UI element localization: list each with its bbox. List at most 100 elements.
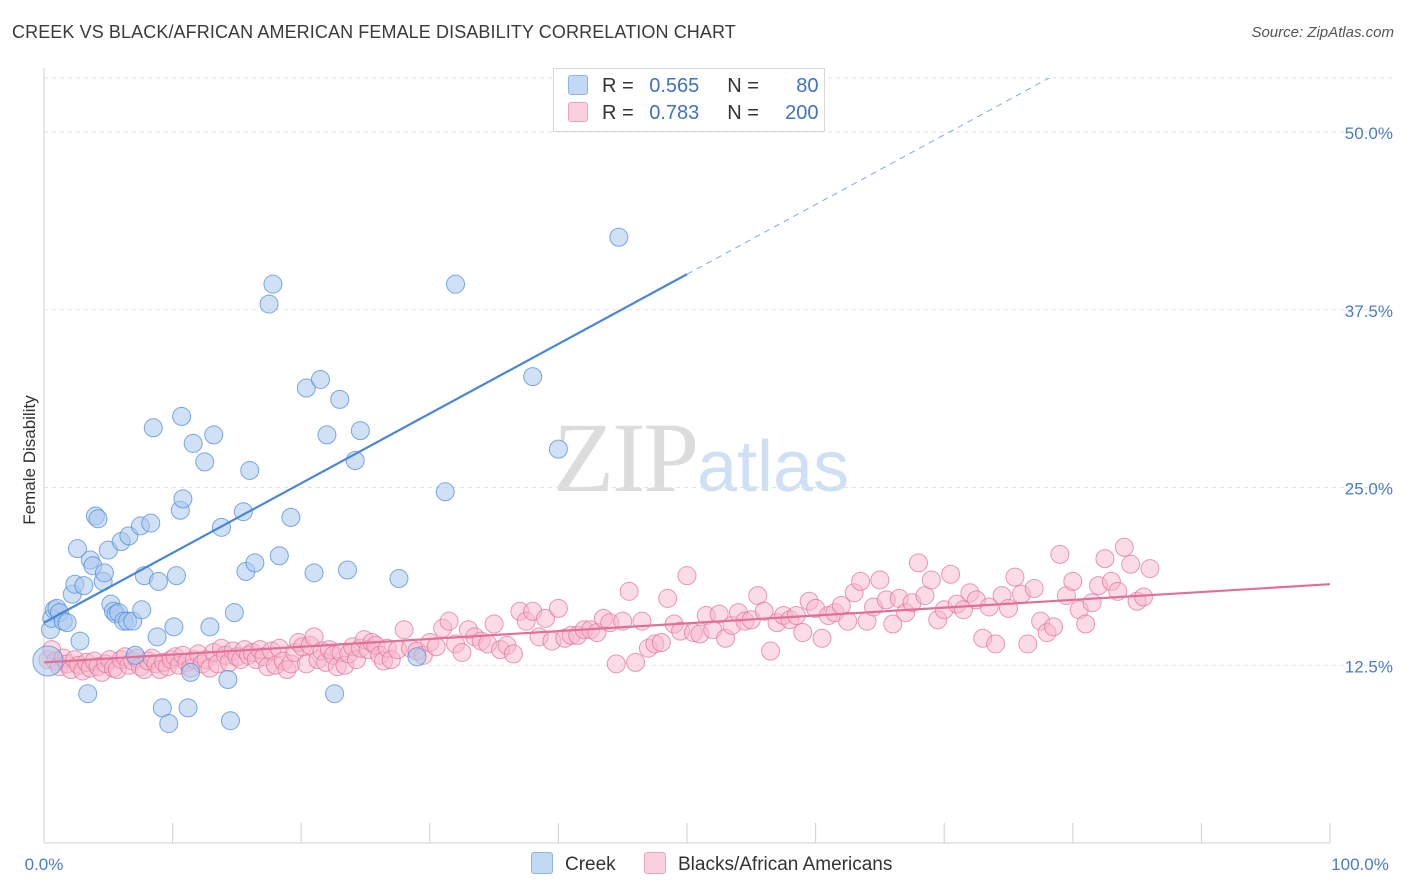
data-point [446,274,466,294]
watermark: ZIPatlas [553,400,849,515]
data-point [536,608,556,628]
data-point [870,570,890,590]
data-point [141,513,161,533]
data-point [503,644,523,664]
trend-line-creek-projection [686,78,1051,275]
data-point [407,647,427,667]
data-point [296,378,316,398]
legend-r-label: R = [602,75,634,97]
data-point [310,369,330,389]
watermark-zip: ZIP [553,402,699,513]
data-point [166,566,186,586]
data-point [1114,537,1134,557]
data-point [986,634,1006,654]
data-point [143,418,163,438]
legend-r-value: 0.783 [649,102,700,124]
data-point [484,614,504,634]
data-point [57,613,77,633]
data-point [263,274,283,294]
legend-r-value: 0.565 [649,75,700,97]
data-point [658,588,678,608]
data-point [523,367,543,387]
data-point [195,452,215,472]
legend-item-black: Blacks/African Americans [644,852,892,876]
legend-label-creek: Creek [565,854,616,875]
data-point [218,669,238,689]
data-point [1063,571,1083,591]
data-point [609,227,629,247]
data-point [1082,593,1102,613]
data-point [1050,544,1070,564]
data-point [67,539,87,559]
data-point [754,601,774,621]
data-point [337,560,357,580]
data-point [240,460,260,480]
data-point [883,614,903,634]
data-point [921,570,941,590]
data-point [1076,614,1096,634]
stats-legend: R = 0.565 N = 80 R = 0.783 N = 200 [553,68,825,132]
data-point [651,633,671,653]
data-point [851,571,871,591]
x-tick-label: 100.0% [1331,855,1389,874]
data-point [147,627,167,647]
data-point [304,563,324,583]
legend-item-creek: Creek [531,852,616,876]
trend-line-black [44,583,1330,664]
data-point [626,652,646,672]
data-point [1005,567,1025,587]
y-tick-label: 37.5% [1345,302,1393,321]
legend-swatch-black [568,102,588,122]
data-point [812,628,832,648]
data-point [941,564,961,584]
data-point [908,553,928,573]
data-point [1024,578,1044,598]
y-tick-label: 25.0% [1345,480,1393,499]
legend-n-value: 200 [785,102,819,124]
data-point [88,509,108,529]
data-point [204,425,224,445]
data-point [245,553,265,573]
data-point [183,433,203,453]
y-tick-label: 50.0% [1345,124,1393,143]
data-point [613,611,633,631]
data-point [350,421,370,441]
data-point [325,684,345,704]
data-point [224,603,244,623]
data-point [220,711,240,731]
data-point [330,389,350,409]
data-point [548,439,568,459]
data-point [1044,617,1064,637]
legend-swatch-creek [568,75,588,95]
data-point [1140,559,1160,579]
legend-n-value: 80 [796,75,819,97]
legend-row-black: R = 0.783 N = 200 [568,102,819,126]
data-point [78,684,98,704]
data-point [181,662,201,682]
data-point [259,294,279,314]
data-point [1018,634,1038,654]
data-point [979,597,999,617]
data-point [709,604,729,624]
data-point [548,598,568,618]
data-point [269,546,289,566]
data-point [619,581,639,601]
data-point [164,617,184,637]
data-point [793,623,813,643]
data-point [200,617,220,637]
data-point [838,611,858,631]
data-point [74,576,94,596]
data-point [761,641,781,661]
legend-n-label: N = [727,102,759,124]
data-point [173,489,193,509]
legend-label-black: Blacks/African Americans [678,854,893,875]
data-point [452,642,472,662]
data-point [394,620,414,640]
data-point [426,637,446,657]
data-point [125,645,145,665]
source-label: Source: ZipAtlas.com [1251,24,1394,41]
data-point [281,507,301,527]
legend-row-creek: R = 0.565 N = 80 [568,75,819,99]
watermark-atlas: atlas [697,427,850,507]
